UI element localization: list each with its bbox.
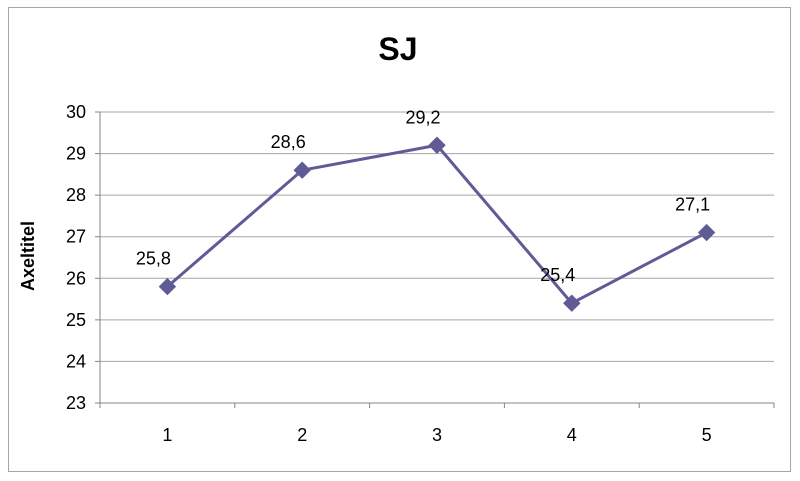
y-tick-label: 30 — [66, 102, 86, 122]
chart-title: SJ — [378, 31, 417, 67]
y-axis-label: Axeltitel — [18, 221, 38, 291]
y-tick-label: 27 — [66, 227, 86, 247]
data-label: 29,2 — [405, 107, 440, 127]
chart-frame — [8, 7, 791, 472]
x-tick-label: 1 — [162, 425, 172, 445]
y-tick-label: 23 — [66, 393, 86, 413]
x-tick-label: 2 — [297, 425, 307, 445]
data-label: 27,1 — [675, 195, 710, 215]
x-tick-labels: 1 2 3 4 5 — [162, 425, 711, 445]
data-labels: 25,8 28,6 29,2 25,4 27,1 — [136, 107, 710, 285]
x-tick-label: 5 — [702, 425, 712, 445]
data-point-marker — [697, 223, 716, 242]
data-point-marker — [428, 136, 446, 154]
series — [158, 136, 716, 312]
data-point-marker — [158, 277, 177, 296]
series-line — [166, 143, 708, 305]
y-tick-label: 25 — [66, 310, 86, 330]
axes — [95, 111, 775, 408]
data-point-marker — [293, 161, 311, 179]
y-tick-labels: 23 24 25 26 27 28 29 30 — [66, 102, 86, 413]
data-label: 25,8 — [136, 249, 171, 269]
y-tick-label: 28 — [66, 185, 86, 205]
y-tick-label: 26 — [66, 268, 86, 288]
data-point-marker — [563, 294, 581, 312]
x-tick-label: 3 — [432, 425, 442, 445]
data-label: 28,6 — [271, 132, 306, 152]
y-tick-label: 29 — [66, 144, 86, 164]
y-tick-label: 24 — [66, 351, 86, 371]
x-tick-label: 4 — [567, 425, 577, 445]
data-label: 25,4 — [540, 265, 575, 285]
